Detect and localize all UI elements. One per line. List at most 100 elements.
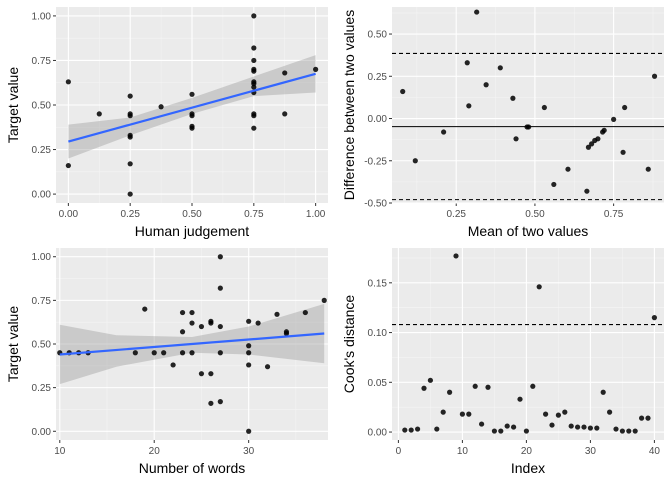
data-point <box>189 350 195 356</box>
data-point <box>251 45 257 51</box>
data-point <box>568 423 574 429</box>
data-point <box>127 161 133 167</box>
data-point <box>246 362 252 368</box>
y-tick-label: 0.50 <box>368 30 388 41</box>
data-point <box>246 318 252 324</box>
data-point <box>440 409 446 415</box>
data-point <box>217 254 223 260</box>
data-point <box>464 60 470 66</box>
y-tick-label: 0.25 <box>368 72 388 83</box>
data-point <box>208 371 214 377</box>
data-point <box>402 427 408 433</box>
x-tick-label: 1.00 <box>306 209 326 220</box>
y-tick-label: 0.75 <box>32 296 52 307</box>
y-tick-label: 1.00 <box>32 11 52 22</box>
data-point <box>632 428 638 434</box>
y-tick-label: 0.00 <box>368 428 388 439</box>
y-tick-label: 0.25 <box>32 145 52 156</box>
data-point <box>551 181 557 188</box>
data-point <box>510 424 517 430</box>
x-tick-label: 20 <box>521 446 533 457</box>
data-point <box>472 383 478 389</box>
data-point <box>595 136 601 142</box>
x-tick-label: 0.50 <box>182 209 202 220</box>
data-point <box>189 91 195 97</box>
data-point <box>208 400 214 406</box>
data-point <box>611 116 617 122</box>
data-point <box>479 421 485 427</box>
y-tick-label: 0.50 <box>32 340 52 351</box>
data-point <box>158 104 164 110</box>
data-point <box>217 350 223 356</box>
x-tick-label: 0 <box>396 446 402 457</box>
x-axis-title: Mean of two values <box>468 223 589 239</box>
regression-line <box>59 332 325 356</box>
data-point <box>127 113 133 119</box>
data-point <box>587 425 594 431</box>
data-point <box>466 411 472 417</box>
data-point <box>549 422 555 428</box>
data-point <box>274 311 280 317</box>
data-point <box>264 364 271 370</box>
data-point <box>217 323 223 330</box>
data-point <box>441 129 447 135</box>
data-point <box>513 136 519 142</box>
data-point <box>170 362 176 368</box>
data-point <box>255 320 261 326</box>
x-tick-label: 0.75 <box>244 209 264 220</box>
x-tick-label: 0.25 <box>446 209 466 220</box>
x-tick-label: 0.00 <box>59 209 79 220</box>
x-tick-label: 0.25 <box>120 209 140 220</box>
chart-panel-3: 10 20 30 0.00 0.25 0.50 0.75 1.00 Number of word… <box>5 248 328 476</box>
panel-background <box>392 7 664 203</box>
data-point <box>651 73 658 79</box>
y-tick-label: 0.00 <box>32 427 52 438</box>
data-point <box>474 9 480 15</box>
data-point <box>626 428 632 434</box>
data-point <box>447 389 453 395</box>
data-point <box>523 428 530 434</box>
data-point <box>217 399 223 405</box>
data-point <box>645 166 651 172</box>
regression-line <box>68 72 316 143</box>
data-point <box>251 57 257 64</box>
data-point <box>96 111 102 117</box>
data-point <box>485 384 491 390</box>
data-point <box>613 426 619 432</box>
data-point <box>127 191 133 197</box>
chart-panel-4: 0 10 20 30 40 0.00 0.05 0.10 0.15 Index Cook's dis… <box>341 248 664 476</box>
data-point <box>127 134 133 140</box>
data-point <box>584 188 590 194</box>
data-point <box>536 284 542 290</box>
data-point <box>400 88 406 95</box>
y-tick-label: 0.05 <box>368 378 388 389</box>
data-point <box>651 315 658 321</box>
y-tick-label: 0.25 <box>32 383 52 394</box>
data-point <box>251 125 257 131</box>
data-point <box>198 323 205 330</box>
data-point <box>434 426 440 432</box>
data-point <box>427 377 433 383</box>
data-point <box>415 426 421 432</box>
data-point <box>619 428 626 434</box>
data-point <box>251 13 257 19</box>
x-tick-label: 10 <box>54 446 66 457</box>
data-point <box>65 79 71 85</box>
data-point <box>313 66 319 72</box>
data-point <box>601 127 607 133</box>
x-tick-label: 30 <box>243 446 255 457</box>
data-point <box>251 113 257 119</box>
data-point <box>622 104 628 111</box>
y-tick-label: -0.25 <box>364 156 387 167</box>
y-tick-label: 0.15 <box>368 278 388 289</box>
data-point <box>565 166 571 172</box>
data-point <box>251 68 257 74</box>
data-point <box>282 70 288 76</box>
data-point <box>562 409 568 415</box>
y-tick-label: -0.50 <box>364 199 387 210</box>
x-tick-label: 0.50 <box>525 209 545 220</box>
data-point <box>189 125 195 131</box>
data-point <box>607 409 613 415</box>
data-point <box>302 309 308 316</box>
